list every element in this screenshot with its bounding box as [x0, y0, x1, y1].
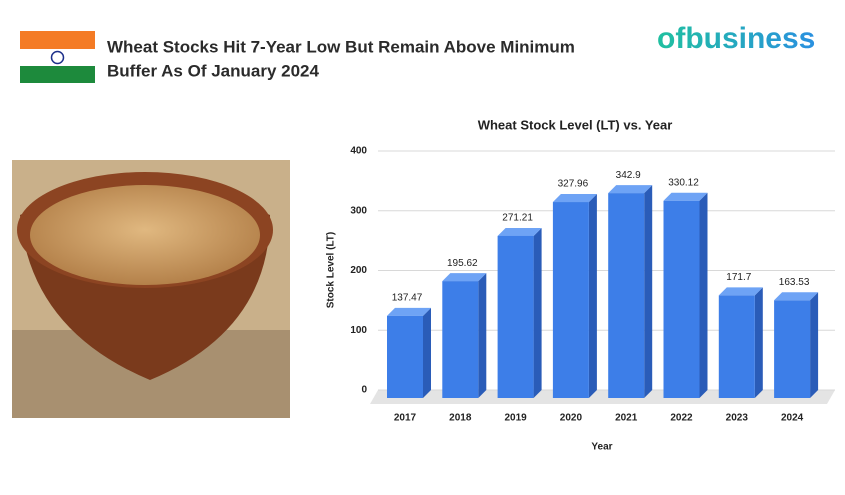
x-tick-label: 2024	[781, 413, 804, 424]
value-label: 342.9	[616, 170, 641, 181]
bar	[442, 281, 479, 398]
bar	[497, 235, 534, 398]
bar	[663, 200, 700, 398]
y-tick-label: 300	[350, 205, 367, 216]
value-label: 327.96	[558, 179, 589, 190]
value-label: 171.7	[726, 272, 751, 283]
bar-top	[774, 292, 819, 301]
bar-top	[442, 273, 487, 282]
y-tick-label: 100	[350, 325, 367, 336]
wheat-photo	[12, 160, 290, 418]
bar-side	[533, 227, 542, 398]
bar	[608, 193, 645, 398]
x-axis-title: Year	[591, 442, 612, 453]
bar	[774, 300, 811, 398]
x-tick-label: 2018	[449, 413, 472, 424]
page-title-line: Buffer As Of January 2024	[107, 61, 319, 80]
x-tick-label: 2021	[615, 413, 638, 424]
bar-side	[699, 192, 708, 398]
x-tick-label: 2020	[560, 413, 583, 424]
y-tick-label: 200	[350, 265, 367, 276]
bar-side	[810, 292, 819, 398]
x-tick-label: 2019	[504, 413, 527, 424]
bar-top	[552, 194, 597, 203]
bar	[718, 295, 755, 398]
page-title-line: Wheat Stocks Hit 7-Year Low But Remain A…	[107, 37, 575, 56]
bar-top	[718, 287, 763, 296]
bar	[387, 315, 423, 398]
value-label: 271.21	[502, 213, 533, 224]
chart-title: Wheat Stock Level (LT) vs. Year	[478, 117, 673, 132]
y-tick-label: 400	[350, 146, 367, 157]
bar-top	[387, 307, 431, 316]
value-label: 137.47	[392, 293, 423, 304]
bar-top	[663, 192, 708, 201]
y-tick-label: 0	[361, 385, 367, 396]
chart-floor	[370, 390, 835, 404]
bar-side	[423, 307, 431, 398]
logo: ofbusiness	[657, 22, 815, 55]
bar	[552, 202, 589, 398]
bar-side	[754, 287, 763, 398]
x-tick-label: 2017	[394, 413, 417, 424]
x-tick-label: 2022	[670, 413, 693, 424]
bar-side	[478, 273, 487, 398]
y-axis-title: Stock Level (LT)	[326, 232, 337, 309]
x-tick-label: 2023	[726, 413, 749, 424]
bar-top	[608, 185, 653, 194]
bar-side	[644, 185, 653, 398]
india-flag	[20, 31, 95, 83]
value-label: 195.62	[447, 258, 478, 269]
bar-top	[497, 227, 542, 236]
bar-side	[588, 194, 597, 398]
value-label: 163.53	[779, 277, 810, 288]
value-label: 330.12	[668, 177, 699, 188]
